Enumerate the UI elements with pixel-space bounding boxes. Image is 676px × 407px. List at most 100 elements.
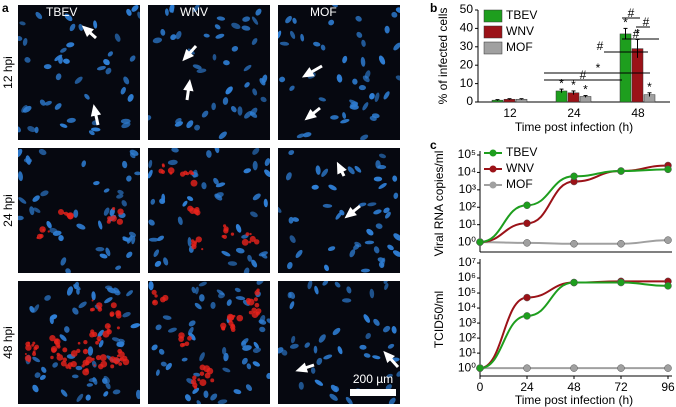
nucleus — [18, 215, 24, 221]
infected-signal — [64, 211, 69, 216]
infected-signal — [253, 297, 258, 302]
nucleus — [213, 177, 219, 185]
nucleus — [323, 264, 330, 272]
nucleus — [346, 286, 352, 294]
nucleus — [255, 8, 262, 16]
nucleus — [174, 121, 184, 127]
x-tick-label: 72 — [614, 380, 628, 394]
infected-signal — [230, 232, 235, 236]
micrograph — [18, 281, 140, 404]
nucleus — [296, 133, 305, 139]
nucleus — [59, 334, 67, 342]
infected-signal — [33, 346, 38, 351]
infected-signal — [190, 179, 198, 187]
nucleus — [252, 361, 260, 367]
nucleus — [64, 326, 70, 333]
nucleus — [259, 326, 266, 333]
nucleus — [84, 93, 90, 100]
nucleus — [311, 184, 319, 190]
x-tick-label: 24 — [567, 106, 581, 120]
nucleus — [318, 334, 326, 343]
nucleus — [252, 148, 260, 155]
nucleus — [367, 202, 377, 207]
scale-bar — [350, 389, 396, 396]
infected-signal — [70, 350, 78, 357]
nucleus — [295, 249, 303, 258]
nucleus — [289, 343, 299, 349]
nucleus — [342, 112, 347, 119]
nucleus — [334, 281, 341, 288]
y-tick-label: 10 — [460, 76, 474, 90]
y-tick-label: 10⁴ — [457, 300, 476, 314]
nucleus — [225, 86, 233, 95]
infected-signal — [191, 172, 195, 176]
nucleus — [29, 206, 35, 216]
data-point — [664, 165, 672, 174]
infected-signal — [32, 341, 36, 345]
legend-label: TBEV — [506, 8, 537, 22]
nucleus — [322, 203, 333, 208]
significance-star: * — [647, 80, 652, 94]
nucleus — [93, 181, 100, 186]
nucleus — [212, 53, 217, 61]
nucleus — [349, 104, 359, 110]
nucleus — [251, 16, 259, 25]
nucleus — [287, 261, 293, 270]
nucleus — [289, 30, 296, 39]
nucleus — [315, 165, 321, 175]
column-label: MOF — [310, 5, 337, 19]
nucleus — [120, 86, 126, 95]
infected-signal — [203, 365, 211, 373]
nucleus — [206, 150, 212, 158]
nucleus — [360, 134, 369, 140]
nucleus — [383, 207, 390, 214]
infected-signal — [178, 332, 185, 339]
nucleus — [266, 318, 270, 324]
infected-signal — [112, 207, 116, 211]
nucleus — [118, 338, 125, 344]
nucleus — [160, 29, 166, 36]
nucleus — [215, 33, 225, 39]
nucleus — [349, 99, 358, 106]
nucleus — [356, 31, 363, 38]
y-tick-label: 10⁶ — [458, 270, 476, 284]
significance-hash: # — [597, 39, 604, 53]
infected-signal — [47, 230, 50, 233]
infected-signal — [97, 363, 104, 370]
infected-signal — [115, 312, 122, 319]
infected-signal — [57, 208, 64, 215]
nucleus — [266, 372, 270, 379]
significance-star: * — [559, 76, 564, 90]
infected-signal — [82, 348, 89, 355]
infected-signal — [110, 302, 117, 309]
nucleus — [253, 341, 259, 349]
arrow-head — [344, 207, 357, 219]
y-tick-label: 10⁵ — [458, 147, 476, 161]
legend-label: TBEV — [506, 145, 537, 159]
data-point — [570, 240, 578, 248]
x-tick-label: 24 — [520, 380, 534, 394]
nucleus — [235, 223, 242, 233]
infected-signal — [197, 378, 201, 382]
nucleus — [300, 33, 305, 42]
panel-label: c — [430, 138, 437, 152]
infected-signal — [154, 294, 158, 298]
y-tick-label: 40 — [460, 21, 474, 35]
legend-marker — [489, 149, 497, 157]
nucleus — [52, 362, 58, 368]
nucleus — [234, 287, 241, 293]
micrograph-bg — [148, 148, 270, 273]
nucleus — [242, 16, 251, 22]
y-tick-label: 50 — [460, 2, 474, 16]
nucleus — [72, 307, 79, 315]
infected-signal — [106, 219, 111, 224]
nucleus — [96, 65, 106, 71]
nucleus — [235, 247, 245, 254]
nucleus — [291, 335, 296, 344]
nucleus — [18, 148, 23, 158]
nucleus — [87, 346, 94, 356]
nucleus — [342, 55, 348, 64]
infected-signal — [97, 339, 101, 342]
nucleus — [22, 105, 32, 113]
nucleus — [332, 327, 341, 336]
